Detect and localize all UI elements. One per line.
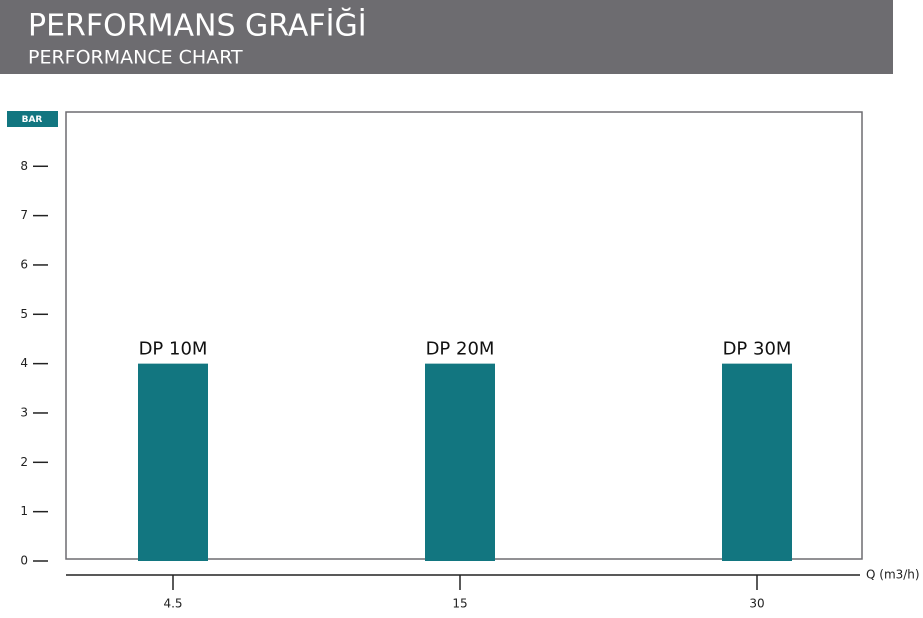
y-tick-label: 6 xyxy=(20,257,28,271)
bar xyxy=(425,363,495,561)
y-tick-label: 8 xyxy=(20,159,28,173)
y-tick-label: 1 xyxy=(20,504,28,518)
x-tick-label: 30 xyxy=(749,597,764,611)
chart-title: PERFORMANS GRAFİĞİ xyxy=(28,7,367,44)
bar xyxy=(138,363,208,561)
chart-subtitle: PERFORMANCE CHART xyxy=(28,47,243,69)
bar-label: DP 20M xyxy=(426,339,495,360)
x-axis-label: Q (m3/h) xyxy=(866,568,920,582)
y-tick-label: 0 xyxy=(20,554,28,568)
y-tick-label: 5 xyxy=(20,307,28,321)
header-band xyxy=(0,0,893,74)
y-tick-label: 3 xyxy=(20,405,28,419)
bar-label: DP 30M xyxy=(723,339,792,360)
bar-label: DP 10M xyxy=(139,339,208,360)
bar xyxy=(722,363,792,561)
y-tick-label: 2 xyxy=(20,455,28,469)
x-tick-label: 4.5 xyxy=(163,597,182,611)
x-tick-label: 15 xyxy=(452,597,467,611)
y-tick-label: 7 xyxy=(20,208,28,222)
y-axis-label: BAR xyxy=(22,115,43,125)
y-tick-label: 4 xyxy=(20,356,28,370)
y-label-badge xyxy=(7,111,58,127)
